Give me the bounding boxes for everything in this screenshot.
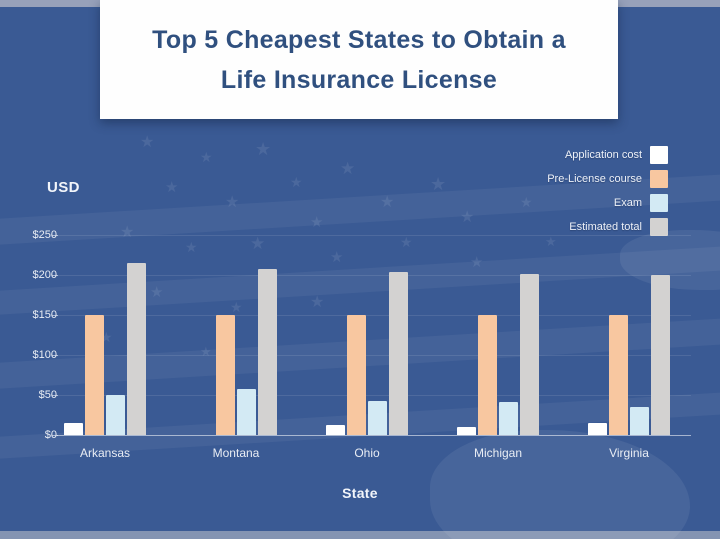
legend-color-swatch	[650, 217, 668, 236]
flag-star-watermark: ★	[165, 179, 179, 196]
bar-pre-license-course-arkansas	[85, 315, 104, 435]
flag-star-watermark: ★	[290, 174, 303, 190]
bar-estimated-total-ohio	[389, 271, 408, 435]
legend-color-swatch	[650, 193, 668, 212]
bar-exam-montana	[237, 388, 256, 435]
flag-star-watermark: ★	[430, 174, 447, 194]
y-tick-label-0: $0	[44, 429, 57, 441]
legend-item-pre-license-course: Pre-License course	[547, 169, 668, 188]
bar-pre-license-course-michigan	[478, 315, 497, 435]
y-axis-title: USD	[47, 179, 80, 196]
bar-estimated-total-michigan	[520, 274, 539, 435]
flag-star-watermark: ★	[140, 134, 155, 151]
y-tick-250	[52, 235, 58, 236]
legend-label: Exam	[613, 196, 642, 209]
x-category-label-michigan: Michigan	[473, 446, 523, 460]
gridline-200	[57, 275, 691, 276]
legend-label: Estimated total	[569, 220, 642, 233]
gridline-250	[57, 235, 691, 236]
legend-item-exam: Exam	[547, 193, 668, 212]
bar-pre-license-course-montana	[216, 315, 235, 435]
bar-exam-arkansas	[106, 395, 125, 435]
y-tick-label-150: $150	[32, 309, 57, 321]
y-tick-label-250: $250	[32, 229, 57, 241]
flag-star-watermark: ★	[230, 299, 243, 315]
flag-star-watermark: ★	[250, 234, 266, 253]
flag-star-watermark: ★	[255, 139, 272, 159]
bar-application-cost-virginia	[588, 423, 607, 435]
flag-star-watermark: ★	[460, 209, 475, 226]
y-tick-50	[52, 395, 58, 396]
flag-star-watermark: ★	[340, 159, 356, 178]
bottom-border-strip	[0, 531, 720, 539]
legend-color-swatch	[650, 169, 668, 188]
flag-star-watermark: ★	[185, 239, 198, 255]
gridline-100	[57, 355, 691, 356]
flag-star-watermark: ★	[150, 284, 164, 301]
bar-application-cost-ohio	[326, 425, 345, 435]
x-category-label-virginia: Virginia	[609, 446, 649, 460]
legend-item-estimated-total: Estimated total	[547, 217, 668, 236]
y-tick-0	[52, 435, 58, 436]
flag-star-watermark: ★	[120, 224, 135, 241]
flag-star-watermark: ★	[200, 149, 213, 165]
flag-star-watermark: ★	[470, 254, 484, 271]
bar-exam-ohio	[368, 401, 387, 435]
x-axis-title: State	[342, 485, 378, 501]
bar-application-cost-arkansas	[64, 423, 83, 435]
flag-star-watermark: ★	[310, 214, 324, 231]
y-tick-100	[52, 355, 58, 356]
bar-exam-virginia	[630, 407, 649, 435]
y-tick-150	[52, 315, 58, 316]
page-title-line1: Top 5 Cheapest States to Obtain a	[152, 25, 566, 54]
bar-pre-license-course-virginia	[609, 315, 628, 435]
flag-star-watermark: ★	[310, 294, 325, 311]
title-card: Top 5 Cheapest States to Obtain a Life I…	[100, 0, 618, 119]
flag-star-watermark: ★	[330, 249, 344, 266]
flag-star-watermark: ★	[545, 234, 557, 249]
legend-label: Pre-License course	[547, 172, 642, 185]
gridline-50	[57, 395, 691, 396]
legend-color-swatch	[650, 145, 668, 164]
flag-star-watermark: ★	[400, 234, 413, 250]
y-tick-label-50: $50	[38, 389, 57, 401]
flag-star-watermark: ★	[520, 194, 533, 210]
flag-star-watermark: ★	[380, 194, 395, 211]
x-axis-baseline	[57, 435, 691, 436]
chart-legend: Application cost Pre-License course Exam Es…	[547, 145, 668, 236]
flag-star-watermark: ★	[200, 344, 212, 359]
bar-pre-license-course-ohio	[347, 315, 366, 435]
bar-application-cost-michigan	[457, 427, 476, 435]
bar-estimated-total-virginia	[651, 275, 670, 435]
page-title-line2: Life Insurance License	[220, 65, 498, 94]
y-tick-200	[52, 275, 58, 276]
y-tick-label-100: $100	[32, 349, 57, 361]
bar-exam-michigan	[499, 402, 518, 435]
x-category-label-montana: Montana	[212, 446, 260, 460]
gridline-150	[57, 315, 691, 316]
legend-label: Application cost	[564, 148, 642, 161]
bar-estimated-total-montana	[258, 268, 277, 435]
y-tick-label-200: $200	[32, 269, 57, 281]
legend-item-application-cost: Application cost	[547, 145, 668, 164]
x-category-label-arkansas: Arkansas	[79, 446, 131, 460]
bar-estimated-total-arkansas	[127, 263, 146, 435]
flag-star-watermark: ★	[225, 194, 240, 211]
x-category-label-ohio: Ohio	[354, 446, 380, 460]
